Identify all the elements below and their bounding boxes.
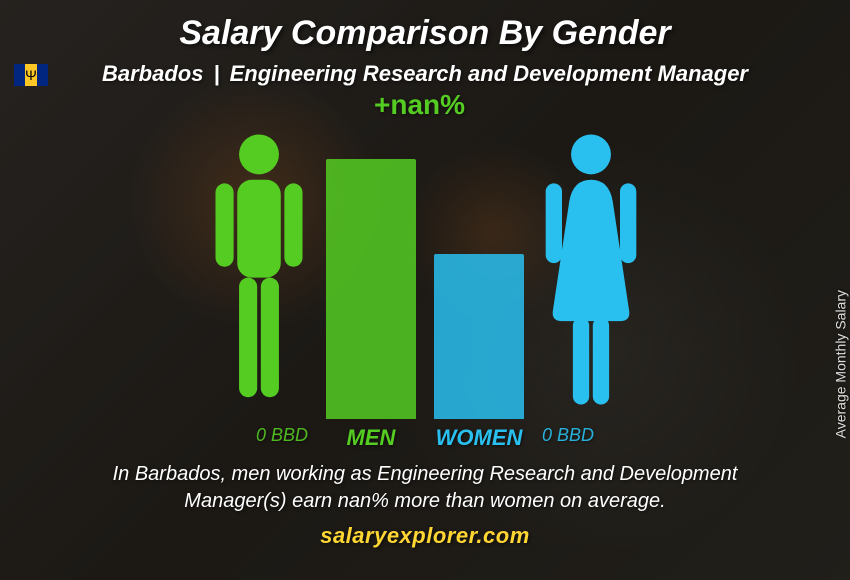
chart-area: +nan%: [0, 89, 850, 419]
male-figure-icon: [204, 129, 314, 419]
flag-stripe-left: [14, 64, 25, 86]
women-value-text: 0 BBD: [542, 425, 594, 446]
subtitle-role: Engineering Research and Development Man…: [230, 61, 748, 87]
flag-trident-icon: Ψ: [25, 68, 37, 82]
main-title: Salary Comparison By Gender: [0, 0, 850, 53]
country-flag-icon: Ψ: [14, 64, 48, 86]
female-figure-icon: [536, 129, 646, 419]
subtitle-country: Barbados: [102, 61, 203, 87]
women-label-text: WOMEN: [436, 425, 523, 451]
men-label-text: MEN: [347, 425, 396, 451]
description-text: In Barbados, men working as Engineering …: [0, 451, 850, 515]
women-label: WOMEN: [434, 425, 524, 451]
group-women: [434, 129, 646, 419]
subtitle-sep: |: [213, 61, 219, 87]
infographic-content: Salary Comparison By Gender Ψ Barbados |…: [0, 0, 850, 580]
bar-men: [326, 159, 416, 419]
men-value: 0 BBD: [198, 425, 308, 451]
y-axis-label: Average Monthly Salary: [832, 290, 848, 438]
percent-difference-label: +nan%: [374, 89, 465, 121]
flag-stripe-right: [37, 64, 48, 86]
footer-source: salaryexplorer.com: [0, 523, 850, 549]
group-men: [204, 129, 416, 419]
subtitle: Barbados | Engineering Research and Deve…: [0, 61, 850, 87]
men-value-text: 0 BBD: [256, 425, 308, 446]
labels-row: 0 BBD MEN WOMEN 0 BBD: [0, 425, 850, 451]
women-value: 0 BBD: [542, 425, 652, 451]
bar-women: [434, 254, 524, 419]
men-label: MEN: [326, 425, 416, 451]
